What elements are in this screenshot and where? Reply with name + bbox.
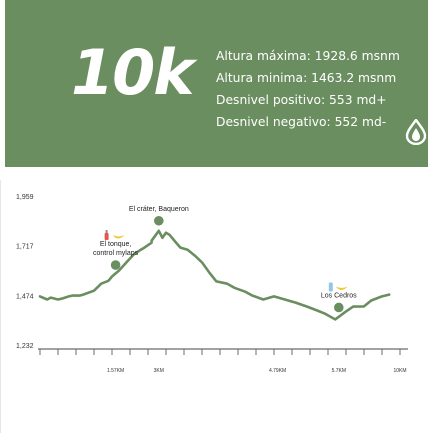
first-aid-food-icons xyxy=(104,230,125,241)
y-tick-label: 1,232 xyxy=(16,343,34,350)
y-tick-label: 1,474 xyxy=(16,293,34,300)
elevation-line xyxy=(38,229,391,321)
water-food-icons xyxy=(328,282,348,292)
distance-title: 10k xyxy=(71,36,195,109)
banana-icon xyxy=(112,235,125,239)
first-aid-cap-icon xyxy=(105,230,108,234)
elevation-stats: Altura máxima: 1928.6 msnm Altura minima… xyxy=(216,45,400,133)
first-aid-icon xyxy=(104,233,109,241)
stat-elevation-gain: Desnivel positivo: 553 md+ xyxy=(216,93,387,107)
y-tick-label: 1,959 xyxy=(16,194,34,201)
flame-drop-icon xyxy=(405,119,427,145)
stat-max-altitude: Altura máxima: 1928.6 msnm xyxy=(216,49,400,63)
stat-min-altitude: Altura minima: 1463.2 msnm xyxy=(216,71,397,85)
poi-marker xyxy=(110,260,121,270)
elevation-chart: 1,959 1,717 1,474 1,232 1.57KM 3KM 4.79KM 5.7K… xyxy=(5,180,428,433)
elevation-profile-svg: 1,959 1,717 1,474 1,232 1.57KM 3KM 4.79KM 5.7K… xyxy=(16,194,408,374)
y-axis-ticks: 1,959 1,717 1,474 1,232 xyxy=(16,194,34,350)
x-tick-label: 4.79KM xyxy=(269,368,286,374)
banana-icon xyxy=(335,286,348,290)
poi-marker xyxy=(334,302,344,313)
elevation-series xyxy=(38,229,391,321)
x-tick-label: 5.7KM xyxy=(332,368,346,374)
x-tick-label: 1.57KM xyxy=(107,368,124,374)
x-tick-label: 3KM xyxy=(154,368,164,374)
stats-header: 10k Altura máxima: 1928.6 msnm Altura mi… xyxy=(5,0,428,167)
poi-marker xyxy=(154,215,164,226)
poi-label: El cráter, Baqueron xyxy=(129,206,189,213)
y-tick-label: 1,717 xyxy=(16,244,34,251)
stat-elevation-loss: Desnivel negativo: 552 md- xyxy=(216,115,387,129)
points-of-interest: El tonque, control mylaps El cráter, Baque… xyxy=(93,206,357,313)
poi-label: control mylaps xyxy=(93,250,139,257)
water-bottle-icon xyxy=(328,282,333,292)
poi-label: Los Cedros xyxy=(321,292,357,299)
x-tick-label: 10KM xyxy=(393,368,406,374)
x-axis: 1.57KM 3KM 4.79KM 5.7KM 10KM xyxy=(38,348,408,374)
poi-label: El tonque, xyxy=(100,241,132,248)
page-edge-rule xyxy=(0,180,1,433)
